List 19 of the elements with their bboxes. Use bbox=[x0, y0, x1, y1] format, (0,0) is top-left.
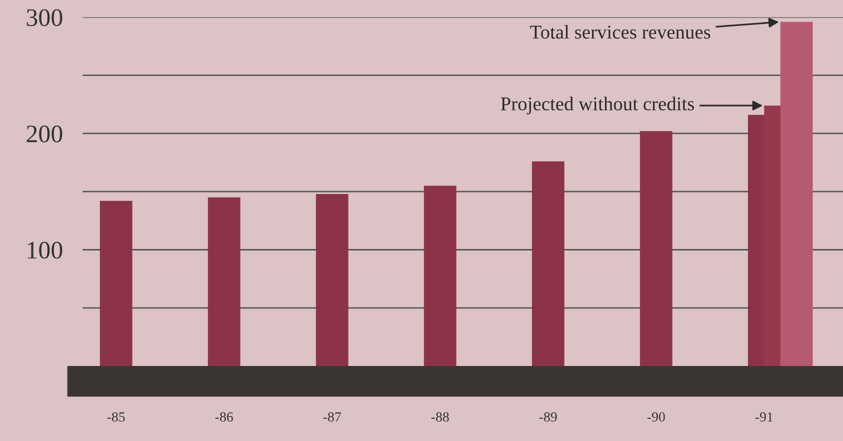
text: Total services revenues bbox=[530, 25, 710, 39]
x-tick-label: -88 bbox=[431, 412, 449, 422]
x-tick-label: -86 bbox=[215, 412, 233, 422]
x-tick-label: -89 bbox=[539, 412, 557, 422]
x-tick-label: -91 bbox=[755, 412, 773, 422]
bar bbox=[640, 131, 672, 366]
bar bbox=[100, 200, 132, 366]
y-tick-label: 200 bbox=[26, 126, 62, 142]
text: Projected without credits bbox=[500, 96, 694, 114]
y-tick-label: 300 bbox=[26, 9, 62, 26]
bar bbox=[208, 197, 240, 366]
y-tick-label: 100 bbox=[28, 242, 62, 259]
bar bbox=[532, 161, 564, 366]
bar bbox=[316, 194, 348, 366]
bar bbox=[424, 186, 456, 366]
x-tick-label: -87 bbox=[323, 412, 341, 422]
bar bbox=[780, 22, 813, 366]
x-tick-label: -90 bbox=[647, 412, 665, 422]
x-tick-label: -85 bbox=[107, 412, 125, 422]
